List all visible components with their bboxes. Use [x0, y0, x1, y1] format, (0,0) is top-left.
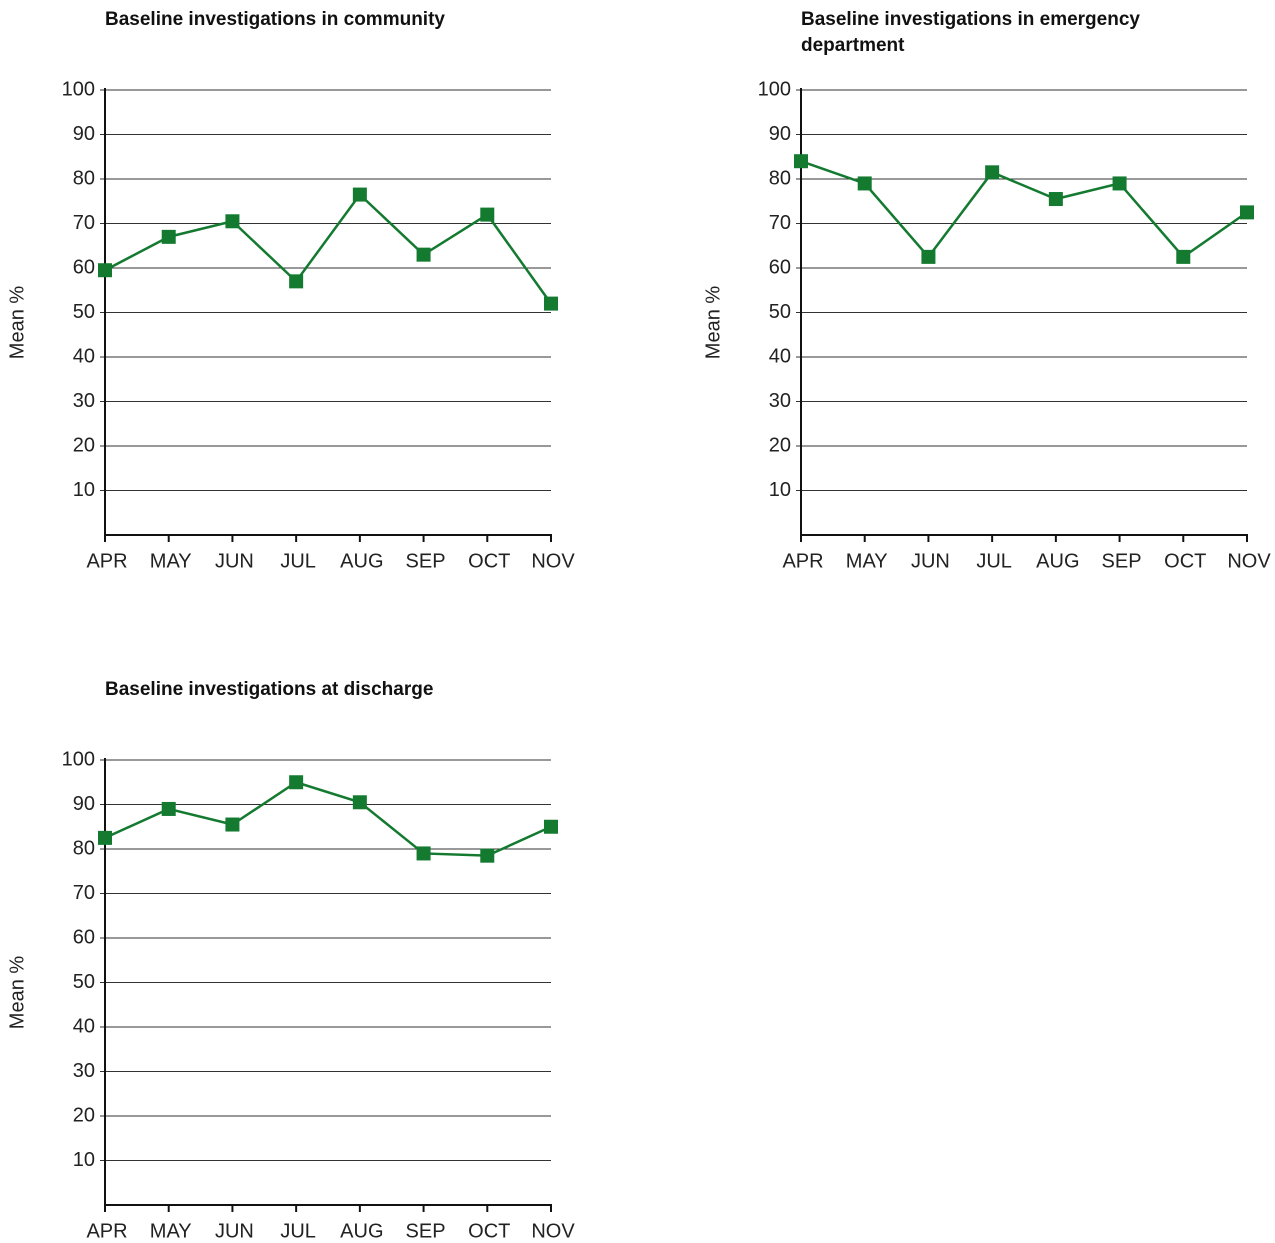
- y-tick-label: 70: [73, 212, 95, 234]
- marker: [161, 229, 176, 244]
- marker: [225, 817, 240, 832]
- y-tick-label: 20: [73, 1104, 95, 1126]
- y-tick-label: 10: [73, 1149, 95, 1171]
- y-tick-label: 70: [769, 212, 791, 234]
- x-tick-label: OCT: [468, 550, 510, 572]
- x-tick-label: MAY: [150, 550, 192, 572]
- y-tick-label: 60: [73, 926, 95, 948]
- line: [104, 780, 552, 857]
- y-axis-label: Mean %: [6, 956, 28, 1030]
- y-tick-label: 90: [73, 123, 95, 145]
- x-tick-label: SEP: [406, 1220, 446, 1242]
- marker: [1112, 176, 1127, 191]
- x-tick-label: APR: [86, 1220, 127, 1242]
- y-tick-label: 30: [769, 390, 791, 412]
- x-tick-label: OCT: [468, 1220, 510, 1242]
- x-tick-label: JUN: [215, 550, 254, 572]
- x-tick-label: JUN: [911, 550, 950, 572]
- marker: [289, 775, 304, 790]
- line: [104, 192, 553, 305]
- y-axis-label: Mean %: [702, 286, 724, 360]
- marker: [857, 176, 872, 191]
- x-tick-label: NOV: [1227, 550, 1271, 572]
- y-tick-label: 20: [73, 434, 95, 456]
- marker: [1176, 249, 1191, 264]
- y-tick-label: 30: [73, 1060, 95, 1082]
- y-tick-label: 50: [769, 301, 791, 323]
- y-tick-label: 80: [73, 167, 95, 189]
- y-tick-label: 80: [769, 167, 791, 189]
- x-tick-label: SEP: [406, 550, 446, 572]
- x-tick-label: APR: [782, 550, 823, 572]
- marker: [544, 819, 558, 834]
- marker: [1048, 192, 1063, 207]
- marker: [921, 249, 936, 264]
- y-tick-label: 30: [73, 390, 95, 412]
- marker: [544, 296, 558, 311]
- line: [800, 160, 1248, 259]
- y-tick-label: 50: [73, 301, 95, 323]
- y-tick-label: 10: [769, 479, 791, 501]
- marker: [480, 848, 495, 863]
- marker: [985, 165, 1000, 180]
- y-tick-label: 100: [62, 748, 95, 770]
- y-tick-label: 100: [62, 78, 95, 100]
- y-tick-label: 90: [73, 793, 95, 815]
- y-tick-label: 70: [73, 882, 95, 904]
- y-tick-label: 50: [73, 971, 95, 993]
- y-tick-label: 40: [73, 345, 95, 367]
- y-tick-label: 40: [73, 1015, 95, 1037]
- x-tick-label: JUL: [976, 550, 1012, 572]
- y-tick-label: 10: [73, 479, 95, 501]
- marker: [480, 207, 495, 222]
- marker: [352, 795, 367, 810]
- marker: [98, 830, 112, 845]
- y-tick-label: 20: [769, 434, 791, 456]
- marker: [794, 154, 808, 169]
- x-tick-label: SEP: [1102, 550, 1142, 572]
- marker: [352, 187, 367, 202]
- x-tick-label: AUG: [340, 1220, 383, 1242]
- marker: [416, 846, 431, 861]
- x-tick-label: JUL: [280, 1220, 316, 1242]
- y-tick-label: 40: [769, 345, 791, 367]
- chart-title: Baseline investigations in community: [105, 9, 445, 30]
- x-tick-label: JUL: [280, 550, 316, 572]
- y-tick-label: 80: [73, 837, 95, 859]
- marker: [161, 801, 176, 816]
- x-tick-label: NOV: [531, 550, 575, 572]
- x-tick-label: NOV: [531, 1220, 575, 1242]
- x-tick-label: APR: [86, 550, 127, 572]
- x-tick-label: JUN: [215, 1220, 254, 1242]
- marker: [225, 214, 240, 229]
- x-tick-label: MAY: [150, 1220, 192, 1242]
- chart-title: Baseline investigations at discharge: [105, 679, 434, 700]
- y-tick-label: 60: [73, 256, 95, 278]
- y-tick-label: 100: [758, 78, 791, 100]
- marker: [416, 247, 431, 262]
- y-tick-label: 60: [769, 256, 791, 278]
- chart-title: Baseline investigations in emergency dep…: [801, 9, 1140, 56]
- marker: [289, 274, 304, 289]
- marker: [98, 263, 112, 278]
- x-tick-label: AUG: [1036, 550, 1079, 572]
- x-tick-label: OCT: [1164, 550, 1206, 572]
- y-tick-label: 90: [769, 123, 791, 145]
- marker: [1240, 205, 1254, 220]
- y-axis-label: Mean %: [6, 286, 28, 360]
- x-tick-label: AUG: [340, 550, 383, 572]
- x-tick-label: MAY: [846, 550, 888, 572]
